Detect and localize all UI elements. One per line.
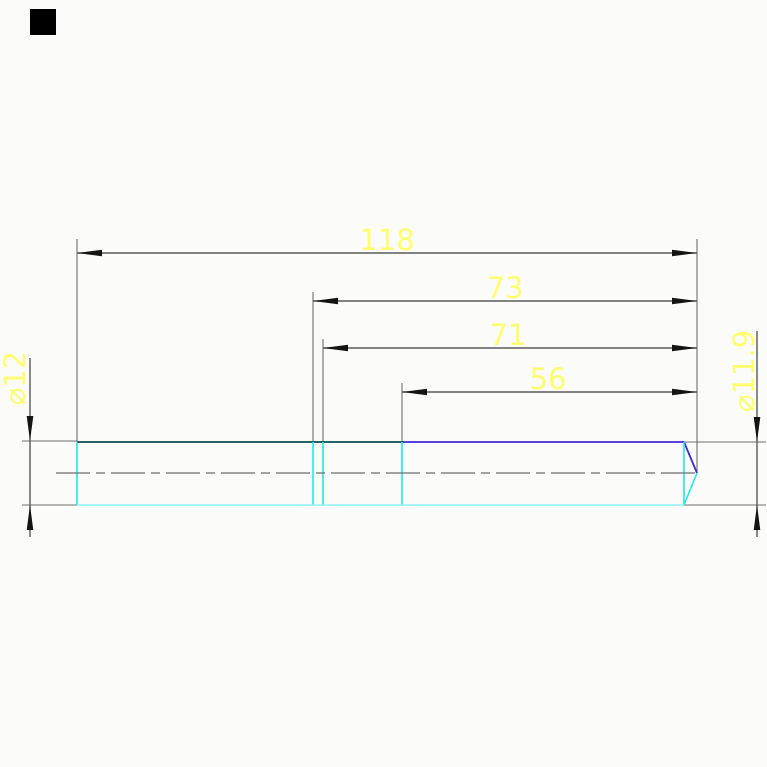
dimension-lines-horizontal	[77, 252, 697, 393]
arrow-118-right	[672, 249, 697, 257]
label-length-56: 56	[530, 362, 567, 396]
corner-marker-square	[30, 9, 56, 35]
arrow-dia12-top	[26, 416, 34, 441]
part-cone-lower-edge	[683, 472, 698, 506]
part-cone-upper-edge	[683, 441, 698, 474]
arrow-dia12-bottom	[26, 505, 34, 530]
arrow-56-left	[402, 388, 427, 396]
label-length-73: 73	[487, 271, 524, 305]
label-length-71: 71	[490, 318, 527, 352]
arrow-dia119-top	[753, 417, 761, 442]
dimension-labels: 118 73 71 56 ⌀12 ⌀11.9	[0, 223, 761, 412]
arrow-73-right	[672, 297, 697, 305]
arrow-56-right	[672, 388, 697, 396]
label-diameter-11-9: ⌀11.9	[727, 330, 761, 412]
arrow-73-left	[313, 297, 338, 305]
dimension-lines-vertical	[29, 331, 758, 537]
arrow-71-left	[323, 344, 348, 352]
arrow-118-left	[77, 249, 102, 257]
extension-lines	[22, 239, 766, 506]
arrow-dia119-bottom	[753, 505, 761, 530]
arrow-71-right	[672, 344, 697, 352]
label-diameter-12: ⌀12	[0, 351, 32, 405]
label-length-118: 118	[359, 223, 414, 257]
arrowheads	[26, 249, 761, 530]
